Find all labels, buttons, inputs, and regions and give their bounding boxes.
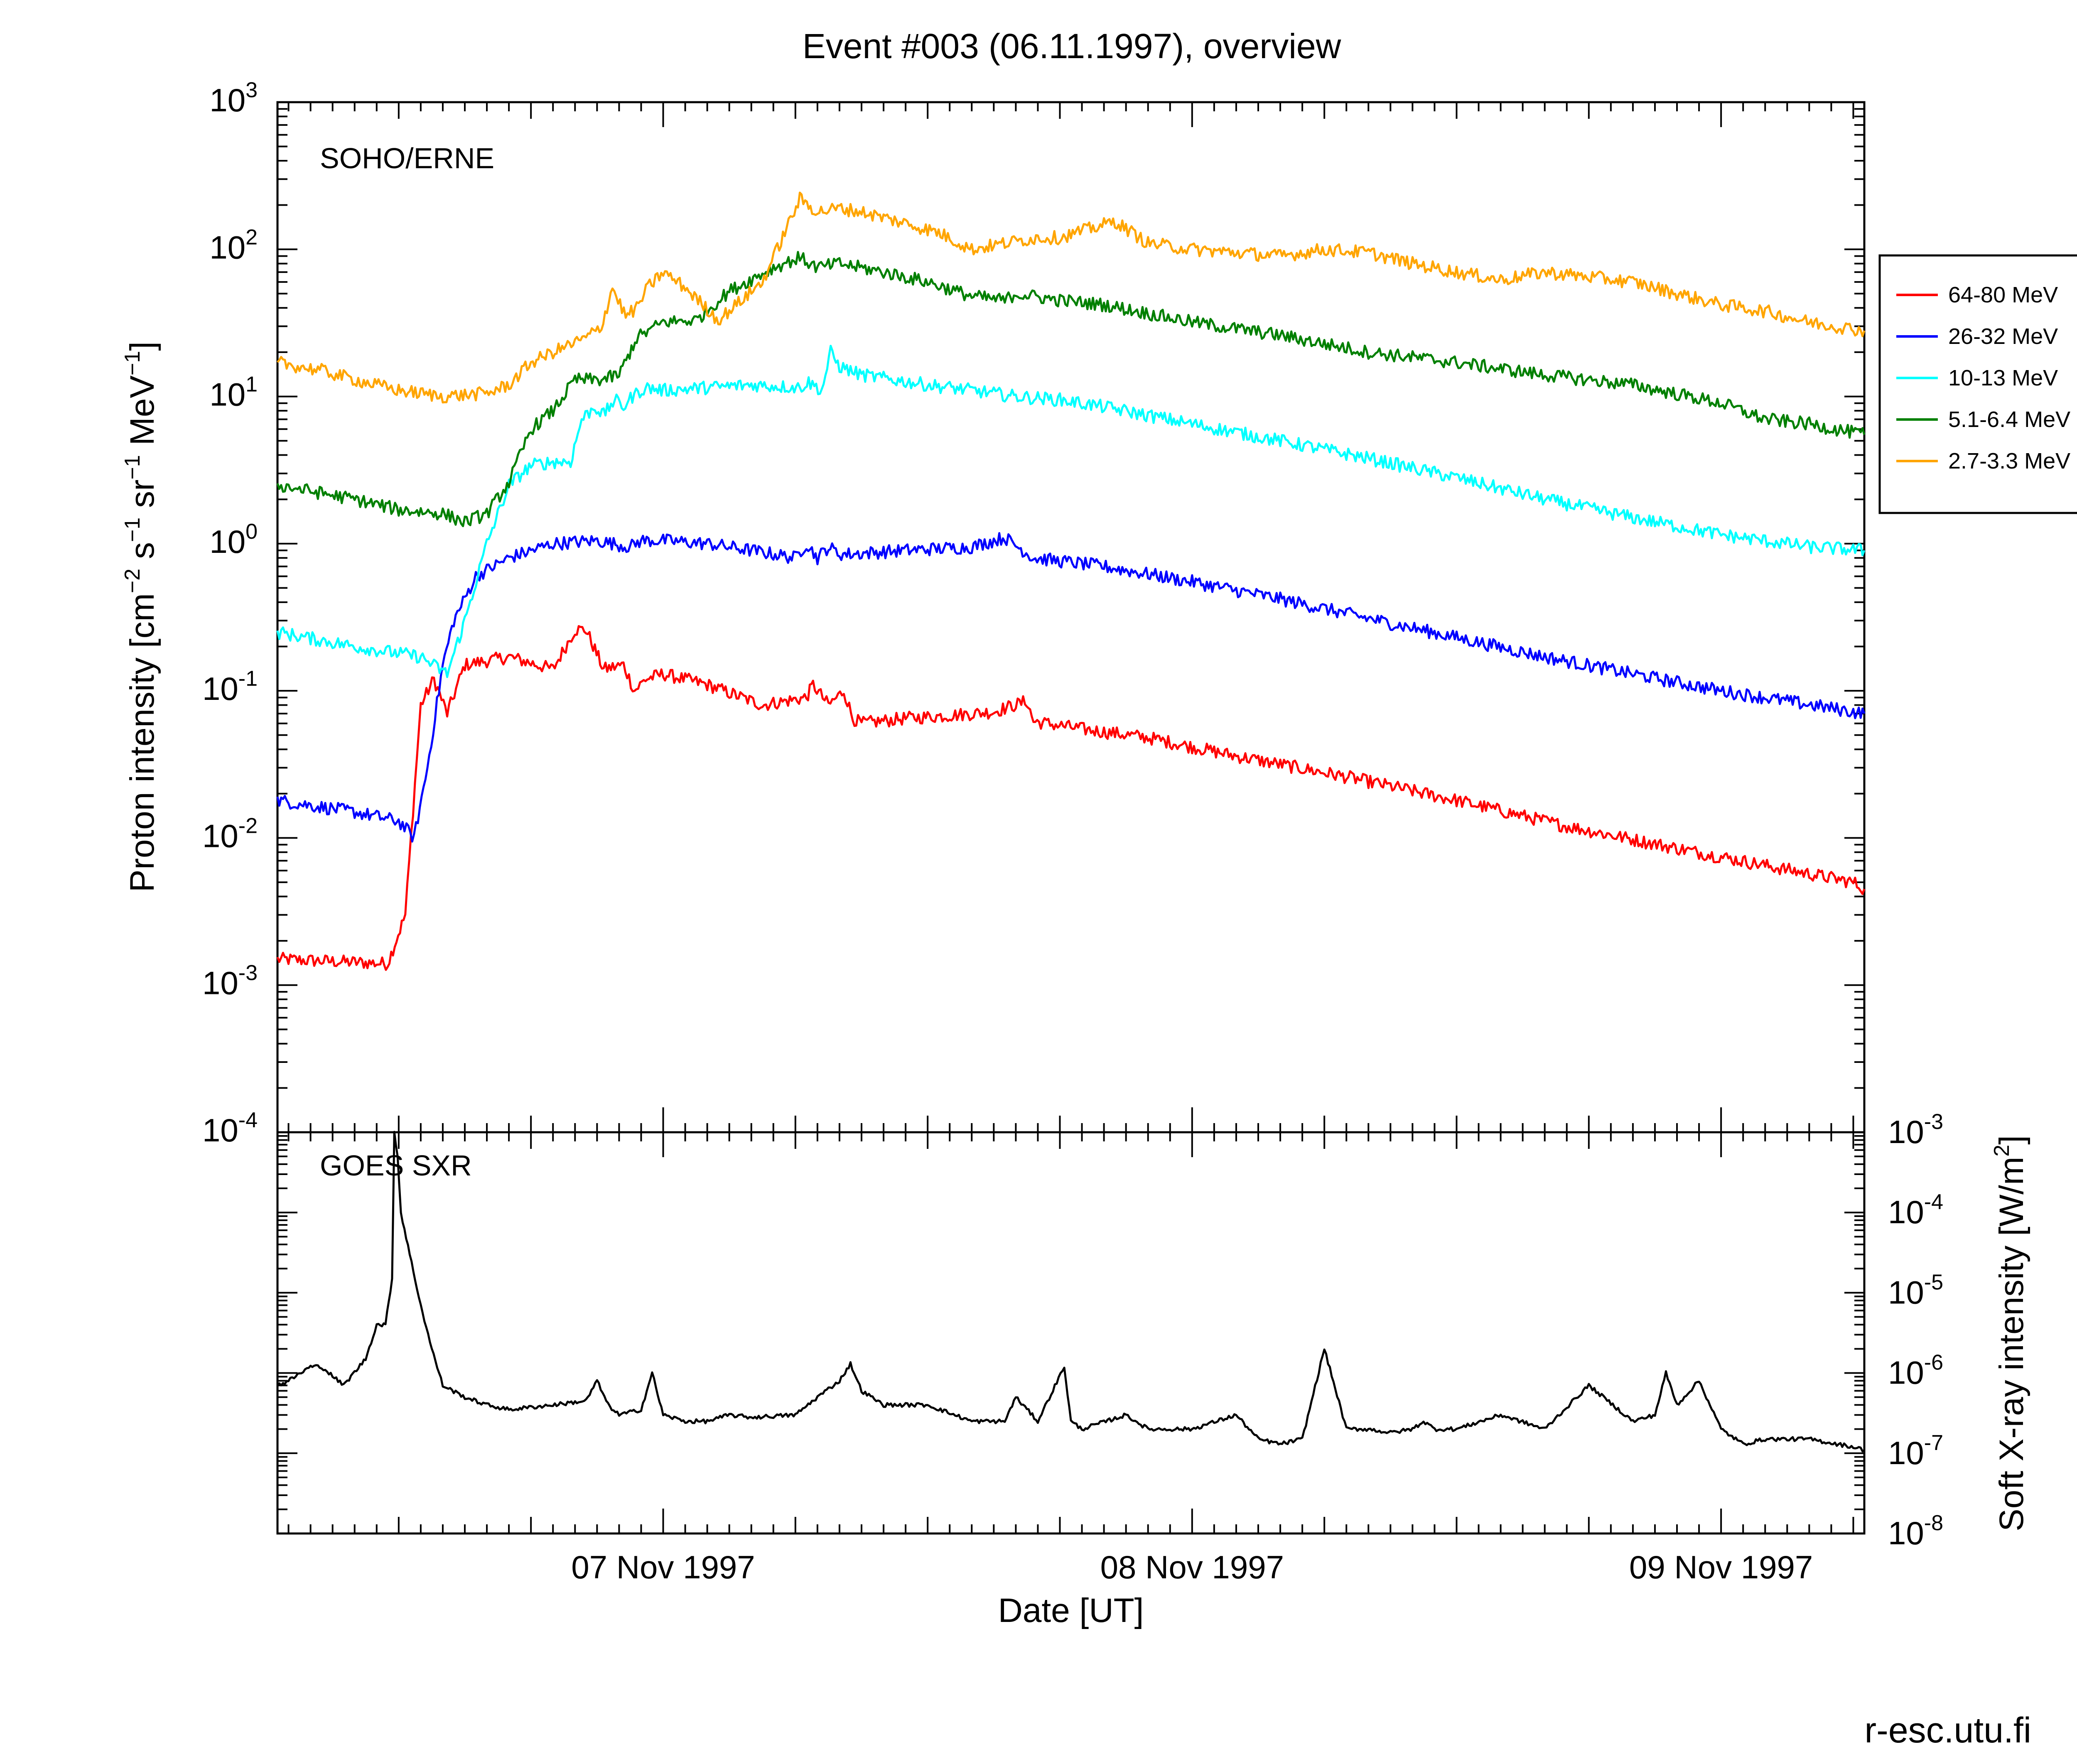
series-line-10-13-mev bbox=[276, 345, 1866, 678]
proton-y-tick-label: 10-2 bbox=[202, 814, 258, 854]
sxr-y-tick-label: 10-4 bbox=[1888, 1190, 1943, 1230]
legend-label: 64-80 MeV bbox=[1948, 282, 2058, 307]
sxr-axis-ticks bbox=[277, 1131, 1864, 1534]
x-tick-label: 08 Nov 1997 bbox=[1100, 1549, 1284, 1585]
legend-box bbox=[1878, 254, 2077, 514]
legend: 64-80 MeV 26-32 MeV 10-13 MeV 5.1-6.4 MeV 2.… bbox=[1896, 282, 2070, 474]
sxr-y-tick-label: 10-6 bbox=[1888, 1351, 1943, 1391]
proton-series-group bbox=[276, 191, 1866, 971]
proton-plot-frame bbox=[276, 101, 1866, 1133]
proton-y-tick-label: 102 bbox=[209, 225, 258, 265]
credit-text: r-esc.utu.fi bbox=[1865, 1710, 2031, 1750]
proton-y-tick-label: 10-3 bbox=[202, 961, 258, 1001]
series-line-26-32-mev bbox=[276, 532, 1866, 843]
sxr-panel-label: GOES SXR bbox=[320, 1149, 472, 1182]
x-axis-label: Date [UT] bbox=[998, 1592, 1144, 1629]
legend-label: 5.1-6.4 MeV bbox=[1948, 407, 2070, 432]
series-line-5-1-6-4-mev bbox=[276, 251, 1866, 527]
proton-y-axis-label: Proton intensity [cm−2 s−1 sr−1 MeV−1] bbox=[120, 341, 161, 892]
legend-label: 26-32 MeV bbox=[1948, 324, 2058, 349]
proton-y-tick-label: 10-1 bbox=[202, 667, 258, 707]
proton-y-tick-label: 103 bbox=[209, 78, 258, 118]
sxr-y-tick-labels: 10-3 10-4 10-5 10-6 10-7 10-8 bbox=[1888, 1110, 1943, 1551]
series-line-goes-sxr bbox=[277, 1131, 1865, 1452]
proton-axis-ticks bbox=[277, 101, 1864, 1133]
series-line-64-80-mev bbox=[276, 625, 1866, 971]
sxr-y-tick-label: 10-8 bbox=[1888, 1511, 1943, 1551]
proton-y-tick-labels: 10-4 10-3 10-2 10-1 100 101 102 103 bbox=[202, 78, 258, 1148]
x-tick-label: 09 Nov 1997 bbox=[1629, 1549, 1813, 1585]
sxr-y-axis-label: Soft X-ray intensity [W/m2] bbox=[1990, 1135, 2030, 1531]
x-tick-label: 07 Nov 1997 bbox=[571, 1549, 755, 1585]
proton-y-tick-label: 10-4 bbox=[202, 1108, 258, 1148]
sxr-y-tick-label: 10-3 bbox=[1888, 1110, 1943, 1150]
proton-panel-label: SOHO/ERNE bbox=[320, 142, 494, 174]
sxr-series-group bbox=[277, 1131, 1865, 1452]
sxr-y-tick-label: 10-5 bbox=[1888, 1270, 1943, 1310]
sxr-y-tick-label: 10-7 bbox=[1888, 1431, 1943, 1471]
series-line-2-7-3-3-mev bbox=[277, 191, 1866, 404]
chart-title: Event #003 (06.11.1997), overview bbox=[803, 27, 1341, 66]
legend-label: 2.7-3.3 MeV bbox=[1948, 449, 2070, 474]
x-tick-labels: 07 Nov 1997 08 Nov 1997 09 Nov 1997 bbox=[571, 1549, 1813, 1585]
proton-y-tick-label: 101 bbox=[209, 373, 258, 413]
sxr-plot-frame bbox=[276, 1131, 1866, 1535]
legend-label: 10-13 MeV bbox=[1948, 366, 2058, 390]
proton-y-tick-label: 100 bbox=[209, 520, 258, 560]
